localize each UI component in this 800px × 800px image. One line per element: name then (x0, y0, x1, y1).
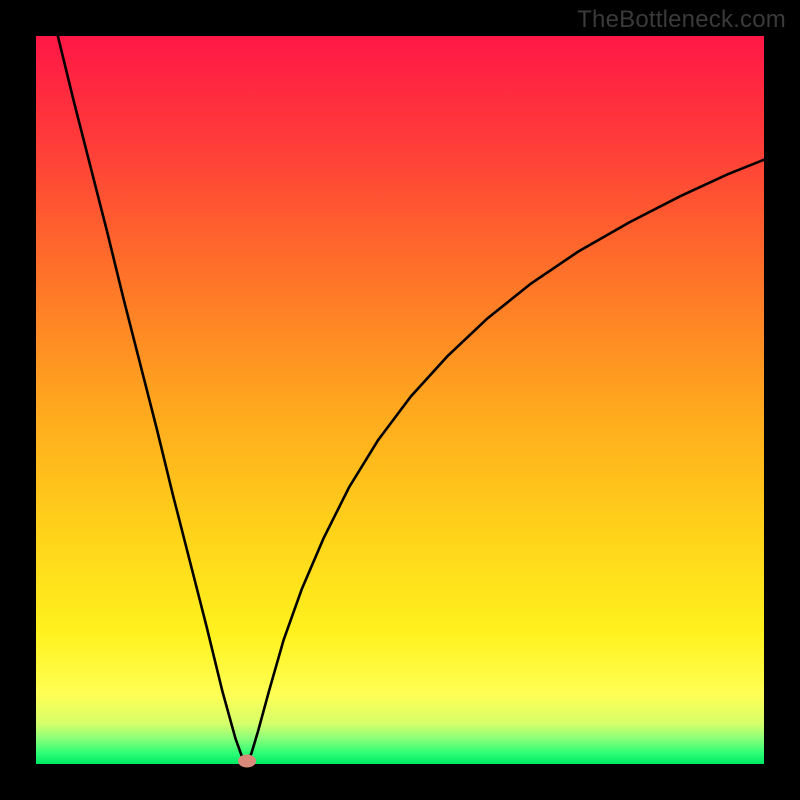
left-branch (58, 36, 247, 764)
watermark-text: TheBottleneck.com (577, 6, 786, 34)
minimum-marker (238, 755, 256, 768)
right-branch (247, 160, 764, 764)
chart-frame: TheBottleneck.com (0, 0, 800, 800)
curve-svg (36, 36, 764, 764)
plot-area (36, 36, 764, 764)
